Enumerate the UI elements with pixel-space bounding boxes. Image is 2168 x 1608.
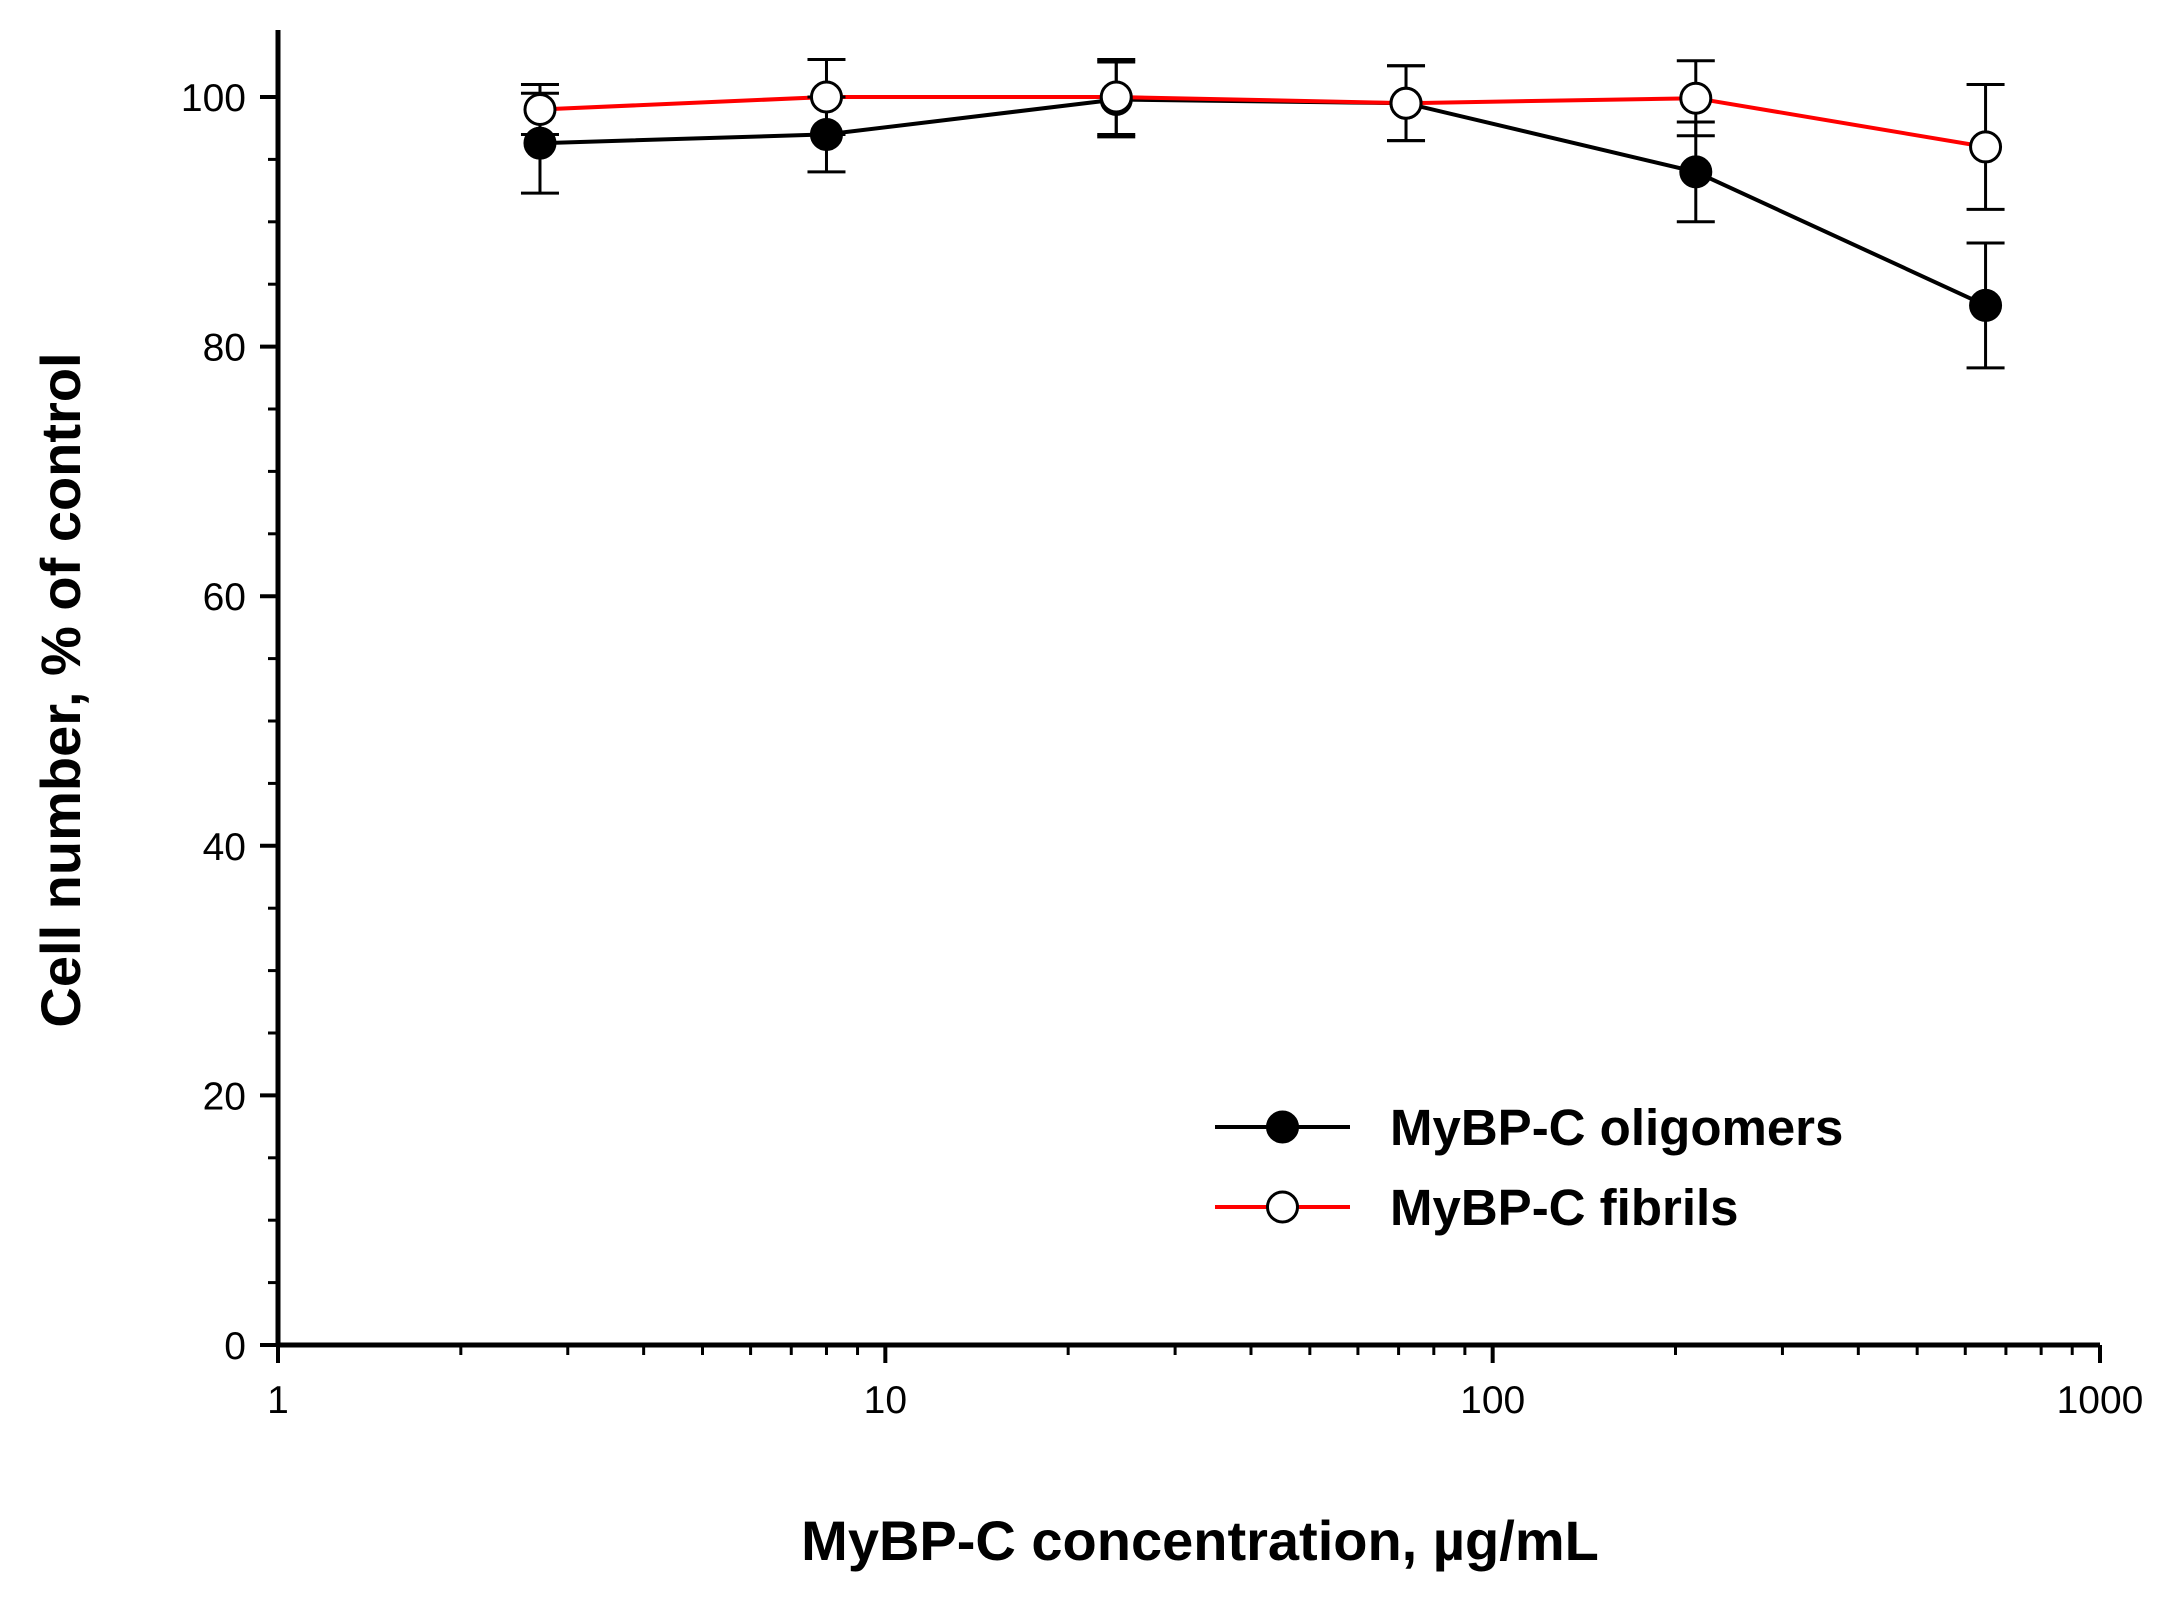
legend: MyBP-C oligomers MyBP-C fibrils xyxy=(1215,1099,1843,1236)
y-tick-label: 80 xyxy=(203,327,246,370)
data-point-fibrils xyxy=(809,80,843,114)
series-line-oligomers xyxy=(539,97,1987,308)
axes-layer: 0 20 40 60 80 100 1 10 100 1000 xyxy=(181,30,2143,1422)
data-point-oligomers xyxy=(523,126,557,160)
x-tick-label: 10 xyxy=(864,1379,907,1422)
data-point-fibrils xyxy=(1679,81,1713,115)
legend-label: MyBP-C fibrils xyxy=(1390,1179,1739,1236)
data-point-oligomers xyxy=(1969,288,2003,322)
x-tick-label: 1 xyxy=(267,1379,289,1422)
legend-marker xyxy=(1266,1110,1299,1144)
data-point-fibrils xyxy=(1389,86,1423,120)
x-axis-title: MyBP-C concentration, µg/mL xyxy=(801,1509,1599,1572)
y-tick-label: 0 xyxy=(224,1325,246,1368)
series-layer xyxy=(520,58,2005,370)
data-point-oligomers xyxy=(1679,155,1713,189)
data-point-oligomers xyxy=(809,117,843,151)
series-line-fibrils xyxy=(539,95,1986,149)
data-point-fibrils xyxy=(1099,80,1133,114)
y-tick-label: 40 xyxy=(203,826,246,869)
data-point-fibrils xyxy=(1969,130,2003,164)
legend-label: MyBP-C oligomers xyxy=(1390,1099,1843,1156)
y-axis-title: Cell number, % of control xyxy=(29,352,92,1027)
y-tick-label: 100 xyxy=(181,77,246,120)
legend-marker xyxy=(1266,1190,1299,1224)
x-tick-label: 100 xyxy=(1460,1379,1525,1422)
data-point-fibrils xyxy=(523,92,557,126)
x-tick-label: 1000 xyxy=(2057,1379,2144,1422)
y-tick-label: 20 xyxy=(203,1075,246,1118)
y-tick-label: 60 xyxy=(203,576,246,619)
